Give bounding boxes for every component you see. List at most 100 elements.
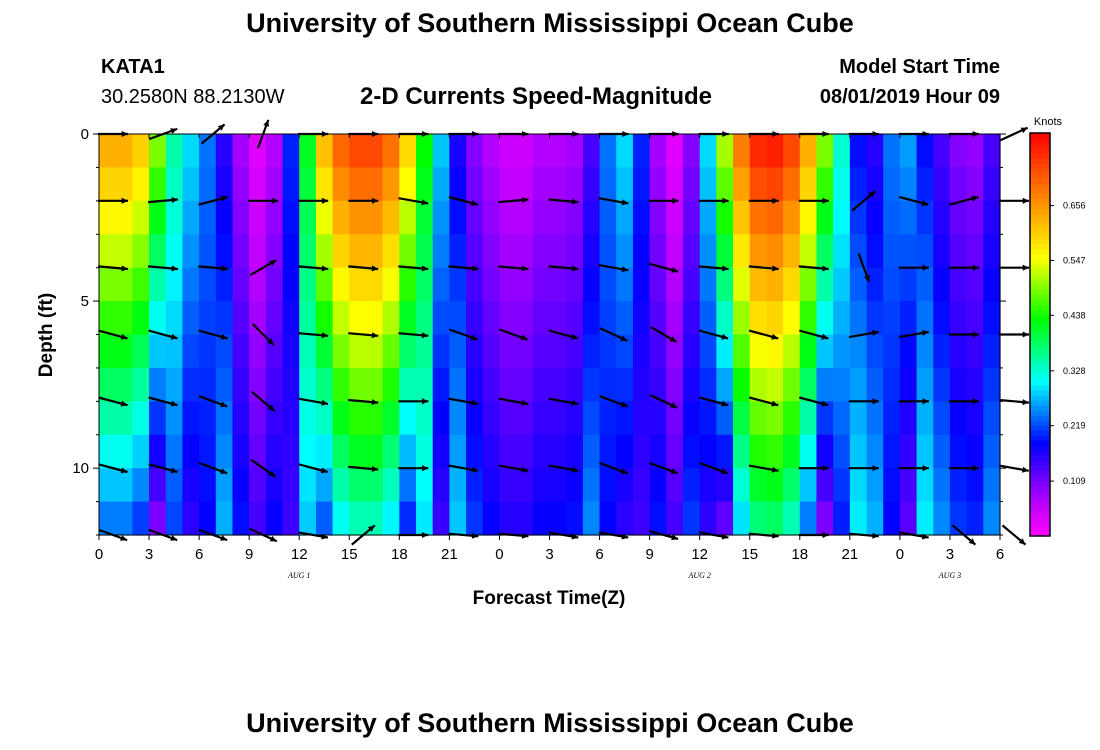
heatmap-cell — [933, 401, 951, 436]
heatmap-cell — [199, 301, 217, 336]
current-arrow — [698, 329, 729, 340]
current-arrow-head — [368, 525, 375, 532]
current-arrow-head — [621, 199, 629, 206]
heatmap-cell — [499, 167, 517, 202]
heatmap-cell — [916, 134, 934, 169]
current-arrow — [848, 398, 879, 405]
current-arrow — [599, 395, 629, 408]
x-tick-label: 9 — [245, 546, 253, 563]
current-arrow — [948, 398, 979, 405]
heatmap-cell — [315, 267, 334, 302]
heatmap-cell — [149, 401, 167, 436]
heatmap-cell — [532, 501, 551, 536]
current-arrow — [448, 265, 479, 272]
colorbar-segment — [1030, 188, 1050, 194]
colorbar-segment — [1030, 420, 1050, 426]
current-arrow-head — [471, 466, 479, 473]
heatmap-cell — [566, 301, 584, 336]
colorbar-segment — [1030, 435, 1050, 441]
heatmap-cell — [499, 434, 517, 469]
heatmap-cell — [99, 468, 117, 503]
heatmap-cell — [449, 200, 467, 235]
heatmap-cell — [833, 434, 851, 469]
heatmap-cell — [215, 234, 234, 269]
heatmap-cell — [783, 167, 801, 202]
heatmap-cell — [165, 434, 184, 469]
heatmap-cell — [649, 334, 667, 369]
heatmap-cell — [482, 167, 501, 202]
heatmap-cell — [632, 301, 651, 336]
current-arrow-head — [170, 128, 178, 134]
heatmap-cell — [399, 134, 417, 169]
current-arrow-head — [371, 265, 379, 272]
heatmap-cell — [749, 367, 768, 402]
heatmap-cell — [666, 167, 684, 202]
current-arrow-head — [170, 333, 178, 340]
current-arrow-head — [772, 532, 779, 539]
current-arrow — [649, 461, 679, 475]
heatmap-cell — [265, 301, 284, 336]
heatmap-cell — [215, 301, 234, 336]
heatmap-cell — [332, 434, 350, 469]
colorbar-segment — [1030, 460, 1050, 466]
current-arrow-head — [972, 331, 979, 338]
heatmap-cell — [132, 167, 150, 202]
heatmap-cell — [716, 434, 734, 469]
heatmap-cell — [482, 267, 501, 302]
heatmap-cell — [916, 234, 934, 269]
current-arrow — [698, 265, 729, 272]
colorbar-segment — [1030, 515, 1050, 522]
current-arrow — [548, 329, 579, 340]
current-arrow-head — [268, 470, 276, 477]
heatmap-cell — [566, 334, 584, 369]
heatmap-cell — [365, 301, 384, 336]
heatmap-cell — [282, 234, 300, 269]
current-arrow-head — [671, 534, 679, 541]
heatmap-cell — [799, 200, 818, 235]
current-arrow — [548, 464, 579, 473]
heatmap-cell — [232, 434, 250, 469]
heatmap-cell — [315, 200, 334, 235]
heatmap-cell — [899, 134, 918, 169]
heatmap-cell — [966, 200, 984, 235]
heatmap-cell — [165, 301, 184, 336]
heatmap-cell — [966, 401, 984, 436]
heatmap-cell — [682, 334, 701, 369]
heatmap-cell — [449, 401, 467, 436]
heatmap-cell — [416, 501, 434, 536]
current-arrow-head — [217, 124, 225, 131]
current-arrow-head — [972, 264, 979, 271]
heatmap-cell — [849, 301, 868, 336]
heatmap-cell — [766, 501, 784, 536]
heatmap-cell — [499, 468, 517, 503]
heatmap-cell — [265, 501, 284, 536]
heatmap-cell — [449, 267, 467, 302]
colorbar-segment — [1030, 339, 1050, 346]
heatmap-cell — [115, 301, 133, 336]
heatmap-cell — [599, 167, 617, 202]
current-arrow-head — [121, 197, 128, 204]
current-arrow-head — [471, 532, 479, 539]
heatmap-cell — [783, 434, 801, 469]
current-arrow-head — [968, 538, 976, 545]
heatmap-cell — [966, 367, 984, 402]
current-arrow-head — [822, 265, 829, 272]
current-arrow — [899, 195, 929, 206]
heatmap-cell — [99, 200, 117, 235]
current-arrow-head — [571, 466, 579, 473]
current-arrow — [198, 395, 228, 408]
heatmap-cell — [933, 234, 951, 269]
current-arrow-head — [471, 265, 479, 272]
colorbar-segment — [1030, 198, 1050, 205]
heatmap-cell — [866, 367, 884, 402]
current-arrow — [548, 397, 579, 406]
current-arrow — [398, 332, 429, 339]
current-arrow-head — [863, 274, 870, 282]
heatmap-cell — [132, 234, 150, 269]
heatmap-cell — [232, 301, 250, 336]
heatmap-cell — [799, 501, 818, 536]
heatmap-cell — [165, 501, 184, 536]
heatmap-cell — [616, 234, 634, 269]
colorbar-segment — [1030, 510, 1050, 517]
colorbar-segment — [1030, 269, 1050, 275]
